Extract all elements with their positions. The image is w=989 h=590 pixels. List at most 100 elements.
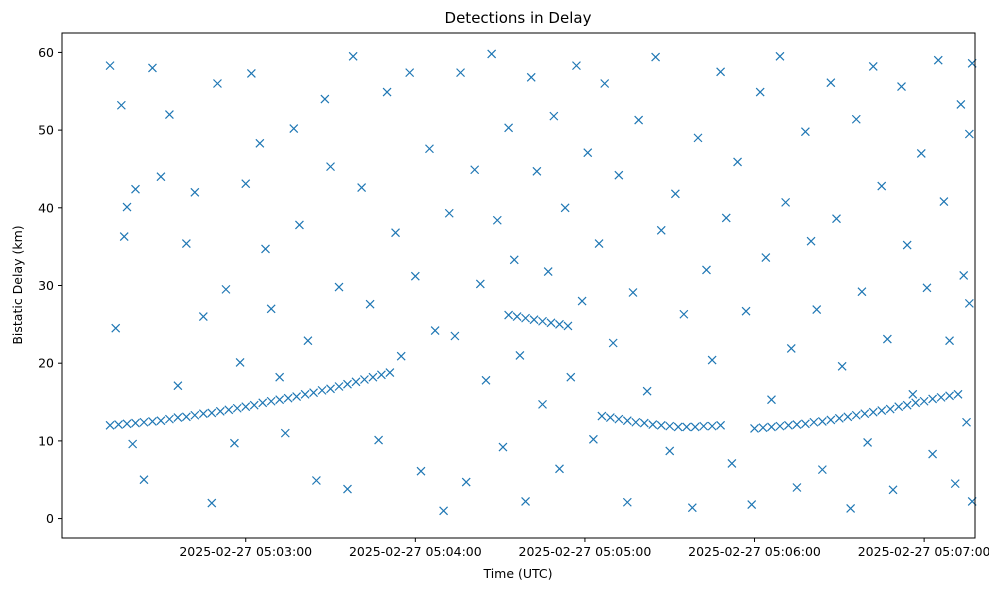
x-marker xyxy=(504,123,514,133)
x-marker xyxy=(410,271,420,281)
x-marker xyxy=(560,203,570,213)
x-marker xyxy=(857,287,867,297)
x-marker xyxy=(699,421,709,431)
x-marker xyxy=(767,395,776,405)
x-marker xyxy=(651,52,661,62)
x-marker xyxy=(105,420,115,430)
x-marker xyxy=(405,68,415,78)
x-marker xyxy=(343,484,352,494)
x-marker xyxy=(116,100,126,110)
x-marker xyxy=(877,181,887,191)
x-marker xyxy=(425,144,434,154)
x-marker xyxy=(679,309,689,319)
x-marker xyxy=(826,78,836,88)
x-marker xyxy=(919,396,929,406)
x-marker xyxy=(320,94,330,104)
x-marker xyxy=(908,389,918,399)
x-marker xyxy=(475,279,485,289)
x-marker xyxy=(275,372,285,382)
x-marker xyxy=(181,412,191,422)
x-marker xyxy=(122,419,132,429)
x-marker xyxy=(357,183,367,193)
y-axis: 0 10 20 30 40 50 60 xyxy=(38,45,62,526)
x-tick-label: 2025-02-27 05:07:00 xyxy=(858,544,989,559)
x-marker xyxy=(775,51,785,61)
x-marker xyxy=(515,350,525,360)
x-marker xyxy=(888,485,898,495)
x-marker xyxy=(461,477,471,487)
x-marker xyxy=(758,423,768,433)
x-marker xyxy=(721,213,731,223)
x-marker xyxy=(450,331,460,341)
x-marker xyxy=(673,422,683,432)
x-marker xyxy=(716,67,726,77)
x-marker xyxy=(232,403,242,413)
x-marker xyxy=(487,49,497,59)
x-marker xyxy=(885,404,895,414)
x-marker xyxy=(707,421,717,431)
x-marker xyxy=(916,148,926,158)
x-marker xyxy=(741,306,751,316)
x-marker xyxy=(781,197,791,207)
x-marker xyxy=(131,418,140,428)
y-axis-label: Bistatic Delay (km) xyxy=(10,225,25,344)
x-marker xyxy=(430,326,440,335)
x-marker xyxy=(549,111,559,121)
x-marker xyxy=(670,189,680,199)
x-marker xyxy=(498,442,508,452)
x-marker xyxy=(792,420,802,429)
x-marker xyxy=(326,162,335,172)
x-marker xyxy=(311,476,321,485)
x-marker xyxy=(826,415,836,425)
x-marker xyxy=(707,355,717,365)
x-marker xyxy=(851,410,861,420)
x-marker xyxy=(639,418,649,428)
x-marker xyxy=(608,338,618,348)
x-marker xyxy=(817,465,827,475)
x-marker xyxy=(351,377,361,387)
x-marker xyxy=(317,385,327,395)
x-marker xyxy=(911,398,921,408)
x-marker xyxy=(385,368,395,377)
x-marker xyxy=(258,398,268,408)
x-marker xyxy=(148,63,157,73)
plot-area xyxy=(105,49,977,516)
x-marker xyxy=(682,422,692,432)
x-marker xyxy=(964,129,974,139)
x-marker xyxy=(902,400,912,410)
x-marker xyxy=(164,110,174,120)
x-marker xyxy=(566,372,576,382)
x-marker xyxy=(956,100,966,109)
x-marker xyxy=(396,351,406,361)
x-marker xyxy=(255,138,265,148)
x-marker xyxy=(897,82,906,92)
x-marker xyxy=(181,239,191,248)
x-marker xyxy=(156,172,166,182)
x-marker xyxy=(334,282,344,292)
x-marker xyxy=(767,422,776,432)
x-marker xyxy=(105,61,115,71)
x-marker xyxy=(959,270,969,280)
x-marker xyxy=(690,422,700,432)
x-marker xyxy=(631,417,641,427)
x-marker xyxy=(261,244,270,254)
x-marker xyxy=(597,411,607,421)
y-tick-label: 60 xyxy=(38,45,54,60)
x-axis-label: Time (UTC) xyxy=(482,566,552,581)
x-marker xyxy=(939,197,949,207)
x-marker xyxy=(360,375,369,384)
x-marker xyxy=(416,466,426,476)
x-marker xyxy=(444,208,454,218)
x-marker xyxy=(376,370,386,380)
x-marker xyxy=(521,497,530,506)
x-marker xyxy=(173,413,183,423)
x-marker xyxy=(902,240,912,250)
x-marker xyxy=(190,187,200,197)
x-marker xyxy=(665,421,675,431)
x-marker xyxy=(843,412,853,422)
x-marker xyxy=(280,428,290,438)
x-marker xyxy=(283,393,293,403)
x-marker xyxy=(215,406,225,416)
x-marker xyxy=(851,114,861,124)
x-marker xyxy=(348,51,358,61)
